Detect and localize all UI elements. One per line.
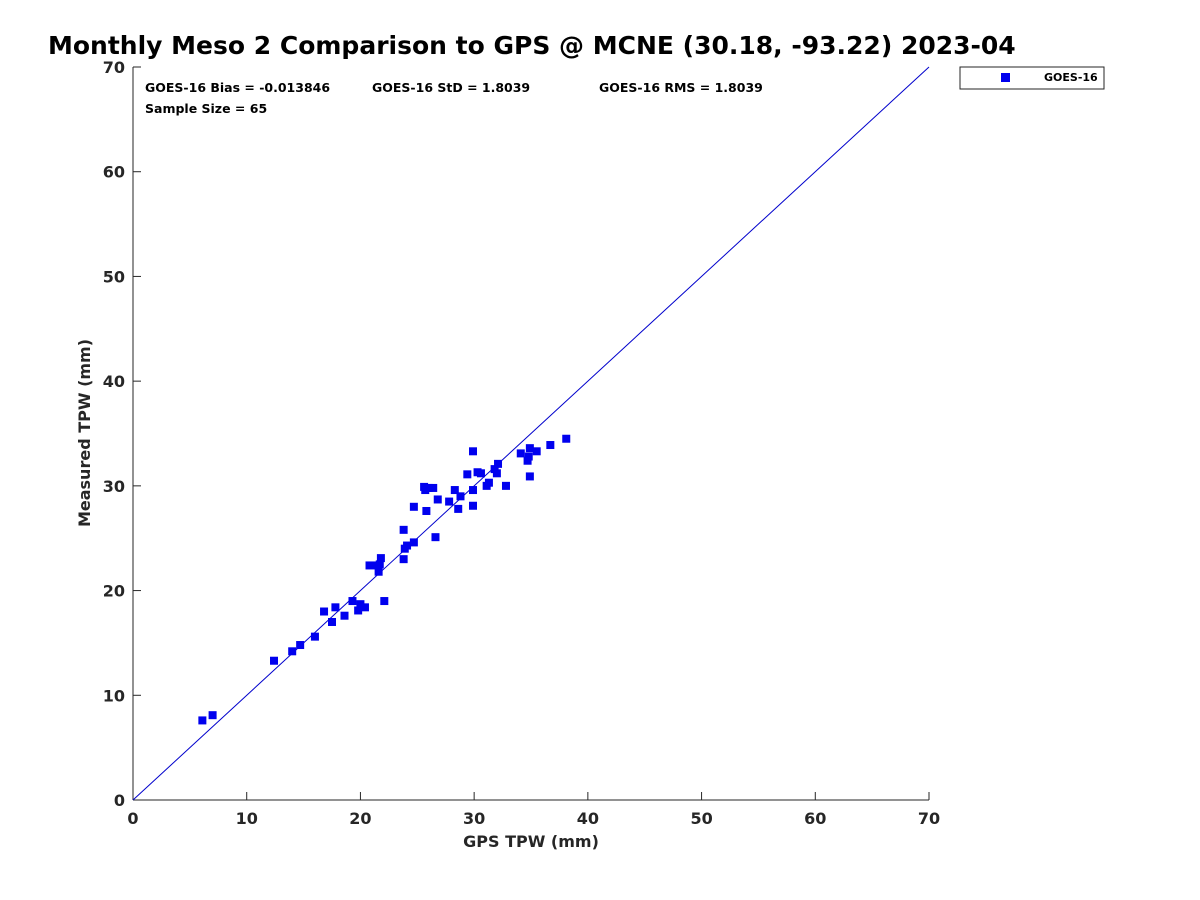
data-point bbox=[490, 465, 499, 474]
data-point bbox=[360, 603, 369, 612]
data-point bbox=[532, 447, 541, 456]
x-tick-label: 50 bbox=[690, 809, 712, 828]
data-point bbox=[424, 483, 433, 492]
y-tick-label: 0 bbox=[114, 791, 125, 810]
y-tick-label: 30 bbox=[103, 477, 125, 496]
data-point bbox=[399, 555, 408, 564]
chart-title: Monthly Meso 2 Comparison to GPS @ MCNE … bbox=[48, 31, 1016, 60]
data-point bbox=[492, 469, 501, 478]
data-point bbox=[456, 492, 465, 501]
data-point bbox=[525, 472, 534, 481]
data-point bbox=[525, 444, 534, 453]
data-point bbox=[469, 486, 478, 495]
data-point bbox=[198, 716, 207, 725]
stat-sample-size: Sample Size = 65 bbox=[145, 101, 267, 116]
data-point bbox=[469, 501, 478, 510]
data-point bbox=[445, 497, 454, 506]
data-point bbox=[516, 449, 525, 458]
data-point bbox=[422, 506, 431, 515]
data-point bbox=[409, 538, 418, 547]
y-tick-label: 60 bbox=[103, 163, 125, 182]
data-point bbox=[320, 607, 329, 616]
data-point bbox=[331, 603, 340, 612]
data-point bbox=[376, 554, 385, 563]
data-point bbox=[380, 597, 389, 606]
x-tick-label: 70 bbox=[918, 809, 940, 828]
data-point bbox=[454, 504, 463, 513]
data-point bbox=[450, 486, 459, 495]
legend-box bbox=[959, 66, 1105, 90]
data-point bbox=[375, 560, 384, 569]
data-point bbox=[433, 495, 442, 504]
data-point bbox=[374, 567, 383, 576]
data-point bbox=[208, 711, 217, 720]
data-point bbox=[356, 600, 365, 609]
data-point bbox=[348, 597, 357, 606]
data-point bbox=[365, 561, 374, 570]
data-point bbox=[484, 478, 493, 487]
x-tick-label: 40 bbox=[577, 809, 599, 828]
x-tick-label: 0 bbox=[127, 809, 138, 828]
x-tick-label: 20 bbox=[349, 809, 371, 828]
legend: GOES-16 bbox=[959, 66, 1105, 90]
data-point bbox=[288, 647, 297, 656]
data-point bbox=[429, 483, 438, 492]
y-tick-label: 50 bbox=[103, 267, 125, 286]
data-point bbox=[296, 641, 305, 650]
data-point bbox=[463, 470, 472, 479]
data-point bbox=[501, 481, 510, 490]
x-tick-label: 60 bbox=[804, 809, 826, 828]
stat-bias: GOES-16 Bias = -0.013846 bbox=[145, 80, 330, 95]
plot-area: 0 10 20 30 40 50 60 70 0 10 20 30 40 50 60 70 bbox=[103, 58, 940, 828]
data-point bbox=[399, 525, 408, 534]
data-point bbox=[340, 611, 349, 620]
x-tick-label: 10 bbox=[236, 809, 258, 828]
data-point bbox=[562, 434, 571, 443]
data-point bbox=[354, 606, 363, 615]
y-tick-label: 20 bbox=[103, 582, 125, 601]
data-point bbox=[403, 541, 412, 550]
data-point bbox=[409, 502, 418, 511]
x-axis-label: GPS TPW (mm) bbox=[463, 832, 599, 851]
data-point bbox=[310, 632, 319, 641]
stat-rms: GOES-16 RMS = 1.8039 bbox=[599, 80, 763, 95]
legend-marker-goes16 bbox=[1001, 73, 1010, 82]
data-point bbox=[469, 447, 478, 456]
data-point bbox=[494, 459, 503, 468]
y-tick-label: 10 bbox=[103, 686, 125, 705]
data-point bbox=[523, 456, 532, 465]
data-point bbox=[524, 452, 533, 461]
data-point bbox=[328, 617, 336, 626]
x-tick-label: 30 bbox=[463, 809, 485, 828]
data-point bbox=[476, 469, 485, 478]
one-to-one-line bbox=[132, 66, 930, 801]
y-axis-label: Measured TPW (mm) bbox=[75, 339, 94, 527]
y-tick-label: 70 bbox=[103, 58, 125, 77]
data-point bbox=[546, 441, 555, 450]
stat-std: GOES-16 StD = 1.8039 bbox=[372, 80, 530, 95]
y-tick-label: 40 bbox=[103, 372, 125, 391]
data-point bbox=[431, 533, 440, 542]
legend-label-goes16: GOES-16 bbox=[1044, 71, 1098, 84]
data-point bbox=[270, 656, 279, 665]
